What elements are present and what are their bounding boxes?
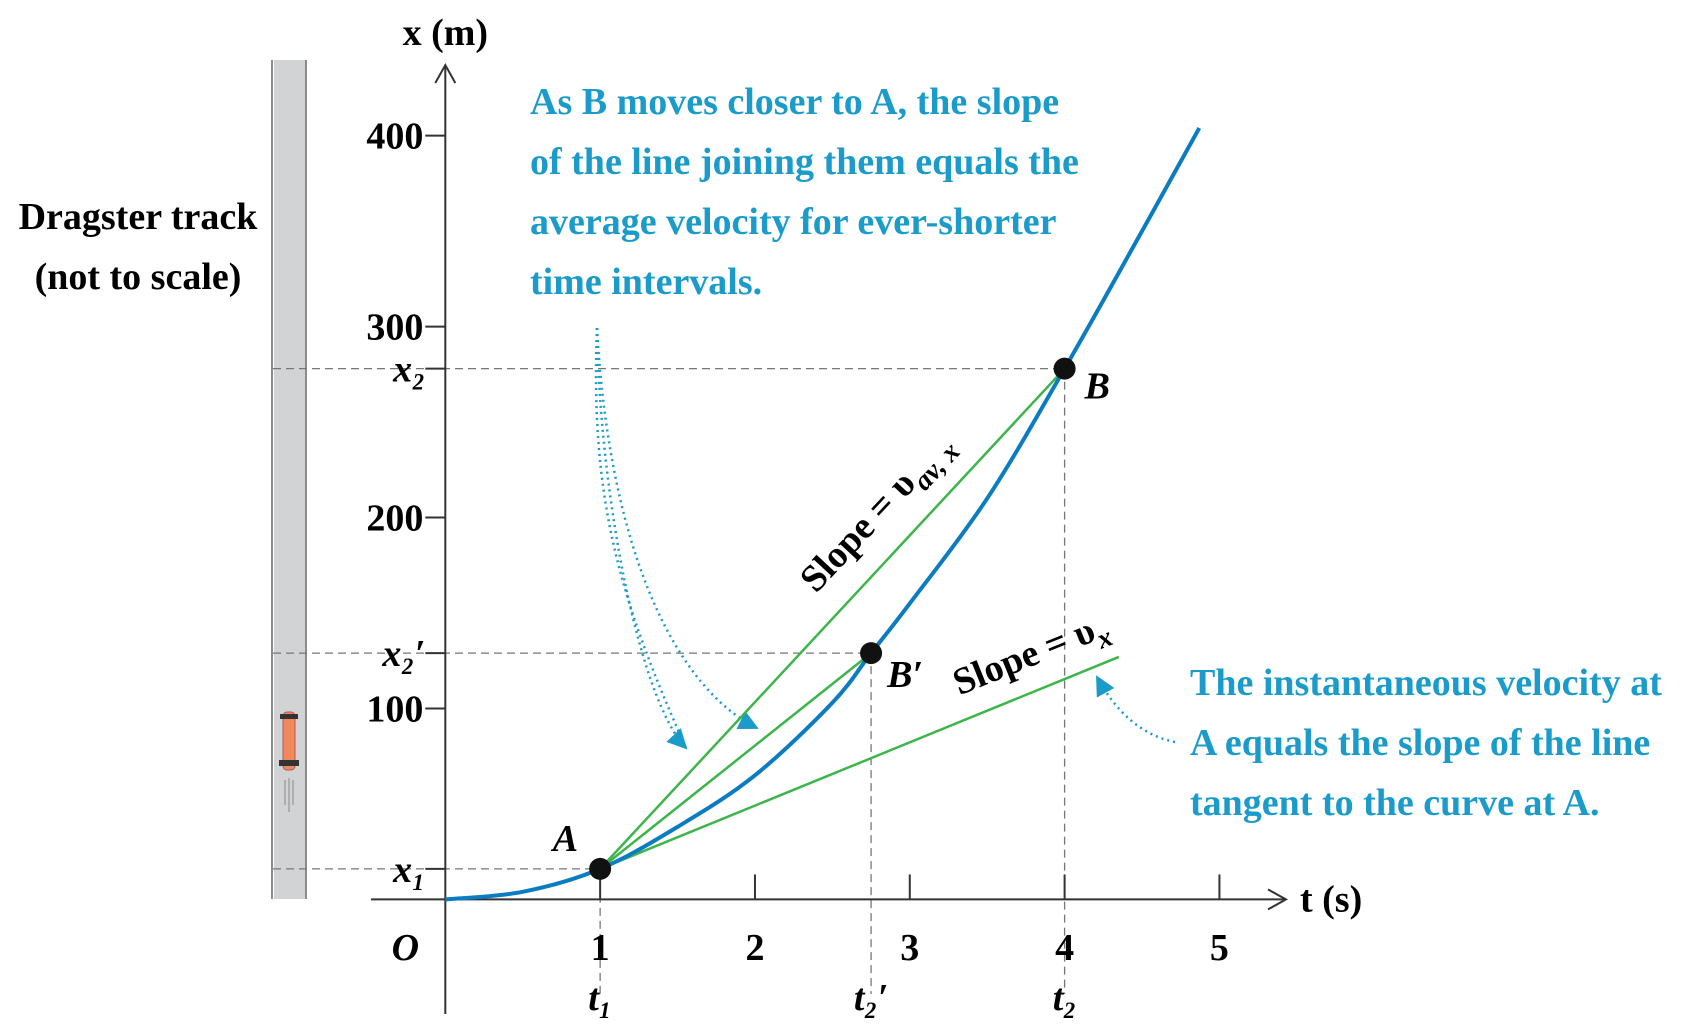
point bbox=[1053, 357, 1076, 380]
x-axis-title: t (s) bbox=[1300, 878, 1362, 920]
annotation: time intervals. bbox=[530, 261, 762, 303]
y-ref-tick-label: x₂ bbox=[392, 349, 425, 391]
track-label: (not to scale) bbox=[35, 256, 242, 298]
x-tick-label: 2 bbox=[745, 927, 764, 969]
curve bbox=[445, 127, 1202, 902]
y-tick-label: 300 bbox=[366, 307, 423, 349]
annotation: of the line joining them equals the bbox=[530, 141, 1079, 183]
y-tick-label: 400 bbox=[366, 116, 423, 158]
secant-line bbox=[599, 652, 872, 870]
point-label: A bbox=[551, 818, 578, 860]
y-tick-label: 100 bbox=[366, 688, 423, 730]
x-ref-tick-label: t₂′ bbox=[854, 977, 889, 1019]
pointer-arrow bbox=[594, 327, 688, 749]
y-ref-tick-label: x₂′ bbox=[381, 633, 425, 675]
pointer-arrow bbox=[1095, 675, 1176, 744]
x-ref-tick-label: t₂ bbox=[1053, 977, 1077, 1019]
x-axis-arrow bbox=[1267, 888, 1289, 911]
y-ref-tick-label: x₁ bbox=[392, 849, 425, 891]
slope-label: Slope = υav, x bbox=[792, 423, 967, 605]
y-axis-arrow bbox=[434, 62, 457, 84]
x-ref-tick-label: t₁ bbox=[588, 977, 612, 1019]
pointer-arrow bbox=[595, 327, 688, 750]
x-tick-label: 3 bbox=[900, 927, 919, 969]
dragster bbox=[279, 711, 299, 812]
annotation: tangent to the curve at A. bbox=[1190, 782, 1599, 824]
tangent-line bbox=[599, 655, 1120, 871]
x-tick-label: O bbox=[392, 927, 419, 969]
annotation: The instantaneous velocity at bbox=[1190, 662, 1662, 704]
track-label: Dragster track bbox=[19, 196, 259, 238]
x-tick-label: 1 bbox=[591, 927, 610, 969]
slope-label: Slope = υx bbox=[947, 604, 1117, 711]
pointer-arrow bbox=[595, 327, 759, 730]
slope-text: Slope = υ bbox=[792, 463, 924, 601]
point-label: B bbox=[1084, 366, 1110, 408]
x-tick-label: 4 bbox=[1055, 927, 1074, 969]
x-tick-label: 5 bbox=[1210, 927, 1229, 969]
secant-line bbox=[599, 367, 1066, 870]
y-axis-title: x (m) bbox=[403, 12, 488, 54]
y-tick-label: 200 bbox=[366, 498, 423, 540]
annotation: A equals the slope of the line bbox=[1190, 722, 1650, 764]
annotation: As B moves closer to A, the slope bbox=[530, 81, 1059, 123]
point-label: B′ bbox=[886, 654, 923, 696]
slope-text: Slope = υ bbox=[947, 609, 1101, 704]
point bbox=[860, 642, 883, 665]
track bbox=[274, 60, 305, 899]
annotation: average velocity for ever-shorter bbox=[530, 201, 1057, 243]
point bbox=[589, 857, 612, 880]
